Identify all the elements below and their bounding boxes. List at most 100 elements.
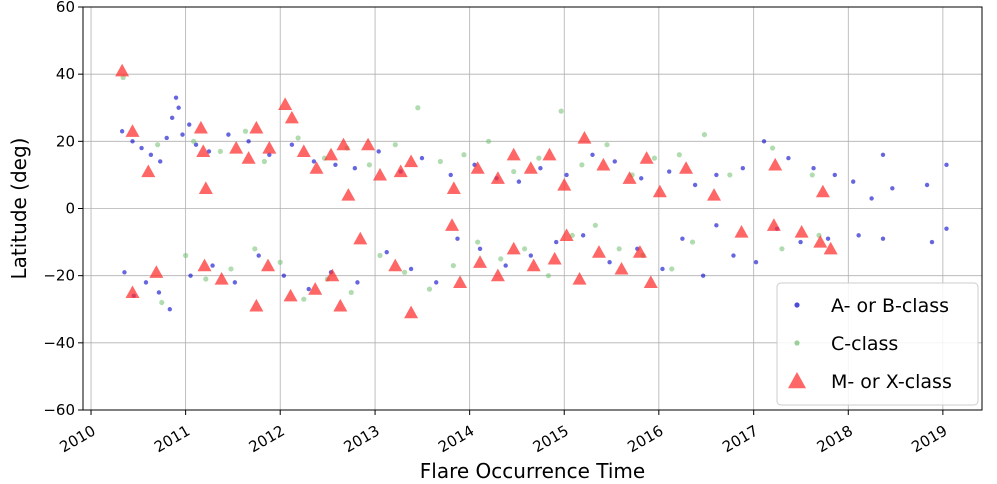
data-point — [296, 144, 311, 158]
legend-label: M- or X-class — [831, 371, 952, 393]
data-point — [554, 239, 559, 245]
data-point — [607, 260, 612, 265]
data-point — [198, 181, 213, 194]
data-point — [384, 249, 389, 255]
x-tick-label: 2016 — [624, 422, 666, 457]
data-point — [825, 236, 831, 241]
data-point — [538, 166, 543, 171]
data-point — [506, 241, 521, 255]
data-point — [419, 155, 425, 161]
data-point — [155, 142, 161, 148]
data-point — [542, 147, 557, 161]
data-point — [196, 144, 211, 158]
data-point — [614, 261, 629, 275]
data-point — [372, 167, 387, 181]
data-point — [944, 226, 949, 231]
data-point — [308, 282, 323, 295]
data-point — [193, 120, 208, 134]
data-point — [880, 236, 886, 241]
data-point — [283, 288, 298, 302]
data-point — [445, 218, 460, 231]
data-point — [475, 239, 481, 245]
data-point — [766, 218, 781, 231]
data-point — [753, 260, 759, 265]
data-point — [306, 286, 311, 292]
data-point — [669, 266, 675, 272]
data-point — [592, 222, 598, 228]
legend-label: C-class — [831, 333, 898, 355]
data-point — [309, 161, 324, 174]
data-point — [813, 235, 828, 248]
legend-label: A- or B-class — [831, 295, 949, 317]
data-point — [336, 137, 351, 151]
data-point — [289, 142, 295, 147]
data-point — [890, 186, 895, 191]
series-0 — [119, 95, 949, 312]
x-tick-label: 2010 — [57, 422, 99, 457]
x-tick-label: 2019 — [908, 422, 950, 457]
data-point — [450, 262, 456, 269]
data-point — [249, 298, 264, 312]
data-point — [676, 152, 682, 158]
data-point — [267, 152, 272, 157]
data-point — [408, 266, 414, 272]
data-point — [851, 179, 856, 184]
data-point — [210, 263, 215, 268]
legend-marker — [788, 372, 806, 389]
data-point — [564, 172, 569, 178]
y-tick-label: 0 — [65, 200, 75, 218]
data-point — [214, 272, 229, 285]
data-point — [526, 258, 541, 272]
data-point — [191, 138, 197, 144]
data-point — [521, 246, 528, 252]
data-point — [130, 139, 135, 144]
x-tick-label: 2013 — [341, 422, 383, 457]
data-point — [485, 138, 492, 144]
data-point — [547, 251, 562, 265]
data-point — [176, 105, 181, 110]
data-points — [115, 63, 949, 319]
data-point — [115, 63, 130, 77]
data-point — [242, 128, 249, 134]
data-point — [490, 171, 505, 184]
data-point — [944, 162, 949, 168]
data-point — [768, 157, 783, 171]
data-point — [261, 158, 268, 165]
data-point — [559, 228, 574, 241]
x-tick-label: 2012 — [246, 422, 288, 457]
y-tick-label: −40 — [43, 334, 75, 352]
data-point — [470, 161, 485, 174]
y-tick-label: 20 — [56, 132, 75, 150]
data-point — [667, 169, 672, 174]
data-point — [246, 139, 251, 144]
data-point — [727, 172, 733, 178]
x-tick-label: 2017 — [719, 422, 761, 457]
data-point — [426, 286, 433, 292]
data-point — [503, 263, 508, 268]
data-point — [402, 269, 408, 275]
data-point — [376, 149, 381, 154]
data-point — [734, 225, 749, 238]
y-tick-label: 40 — [56, 65, 75, 83]
data-point — [261, 258, 276, 272]
data-point — [388, 258, 403, 272]
data-point — [707, 188, 722, 201]
data-point — [794, 225, 809, 238]
data-point — [779, 246, 785, 252]
data-point — [278, 97, 293, 110]
data-point — [197, 258, 212, 272]
x-tick-label: 2014 — [435, 422, 477, 457]
data-point — [692, 182, 698, 188]
data-point — [643, 275, 658, 288]
data-point — [415, 105, 421, 111]
data-point — [277, 259, 283, 265]
data-point — [455, 236, 460, 241]
data-point — [528, 253, 534, 258]
data-point — [158, 159, 163, 164]
legend-box — [776, 282, 979, 406]
data-point — [572, 272, 587, 285]
data-point — [545, 273, 552, 279]
data-point — [249, 120, 264, 134]
data-point — [558, 108, 564, 114]
data-point — [689, 239, 696, 245]
